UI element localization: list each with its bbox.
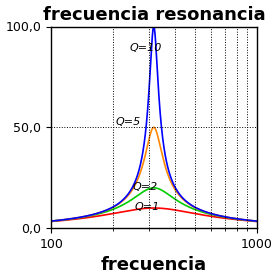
Title: frecuencia resonancia: frecuencia resonancia [43,6,265,24]
Text: Q=2: Q=2 [132,182,157,192]
Text: Q=10: Q=10 [129,43,162,53]
Text: Q=5: Q=5 [115,117,140,127]
X-axis label: frecuencia: frecuencia [101,256,207,274]
Text: Q=1: Q=1 [135,202,160,212]
